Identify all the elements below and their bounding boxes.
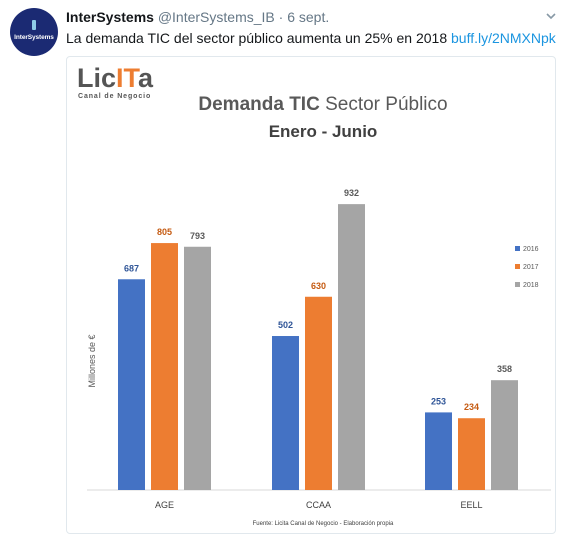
data-label-age-2018: 793 (190, 231, 205, 241)
chart-source: Fuente: Licita Canal de Negocio - Elabor… (253, 521, 394, 527)
data-label-eell-2017: 234 (464, 402, 479, 412)
data-label-age-2017: 805 (157, 227, 172, 237)
tweet-date[interactable]: 6 sept. (287, 9, 330, 25)
bar-chart: LicITa Canal de Negocio Demanda TIC Sect… (77, 63, 551, 527)
chart-title: Demanda TIC Sector Público (198, 94, 447, 115)
bar-age-2018 (184, 246, 211, 490)
legend-label-2018: 2018 (523, 282, 539, 289)
legend-label-2017: 2017 (523, 264, 539, 271)
y-axis-label: Millones de € (87, 334, 97, 387)
legend-swatch-2017 (515, 264, 520, 269)
caret-down-icon[interactable] (545, 10, 557, 22)
data-label-ccaa-2016: 502 (278, 320, 293, 330)
data-label-age-2016: 687 (124, 263, 139, 273)
bar-age-2016 (118, 279, 145, 490)
avatar-logo-icon (32, 20, 36, 30)
bar-ccaa-2016 (272, 336, 299, 490)
legend-swatch-2018 (515, 282, 520, 287)
logo-subtitle: Canal de Negocio (78, 93, 151, 100)
value-labels: 687 805 793 502 630 932 253 234 358 (124, 188, 512, 412)
author-avatar[interactable]: InterSystems (10, 8, 58, 56)
chart-subtitle: Enero - Junio (269, 122, 378, 141)
logo-part2: IT (116, 63, 141, 93)
legend-swatch-2016 (515, 246, 520, 251)
tweet-media[interactable]: LicITa Canal de Negocio Demanda TIC Sect… (66, 56, 556, 534)
bar-eell-2017 (458, 418, 485, 490)
licita-logo: LicITa Canal de Negocio (77, 63, 154, 100)
data-label-ccaa-2018: 932 (344, 188, 359, 198)
bar-ccaa-2017 (305, 296, 332, 490)
category-labels: AGE CCAA EELL (155, 500, 483, 510)
data-label-eell-2018: 358 (497, 364, 512, 374)
category-label-eell: EELL (460, 500, 482, 510)
category-label-age: AGE (155, 500, 174, 510)
tweet-body: La demanda TIC del sector público aument… (66, 30, 451, 46)
chart-title-rest: Sector Público (320, 94, 448, 115)
logo-part3: a (138, 63, 154, 93)
logo-part1: Lic (77, 63, 116, 93)
tweet-link[interactable]: buff.ly/2NMXNpk (451, 30, 556, 46)
category-label-ccaa: CCAA (306, 500, 331, 510)
bar-eell-2018 (491, 380, 518, 490)
tweet-text: La demanda TIC del sector público aument… (66, 28, 556, 48)
header-separator: · (278, 9, 284, 25)
tweet-header: InterSystems @InterSystems_IB · 6 sept. (66, 8, 534, 26)
bar-eell-2016 (425, 412, 452, 490)
data-label-ccaa-2017: 630 (311, 281, 326, 291)
bar-ccaa-2018 (338, 204, 365, 490)
avatar-text: InterSystems (14, 34, 54, 41)
author-name[interactable]: InterSystems (66, 9, 154, 25)
bars (118, 204, 518, 490)
bar-age-2017 (151, 243, 178, 490)
legend-label-2016: 2016 (523, 246, 539, 253)
author-handle[interactable]: @InterSystems_IB (157, 9, 275, 25)
svg-text:LicITa: LicITa (77, 63, 154, 93)
legend: 2016 2017 2018 (515, 246, 539, 289)
chart-title-bold: Demanda TIC (198, 94, 320, 115)
data-label-eell-2016: 253 (431, 396, 446, 406)
